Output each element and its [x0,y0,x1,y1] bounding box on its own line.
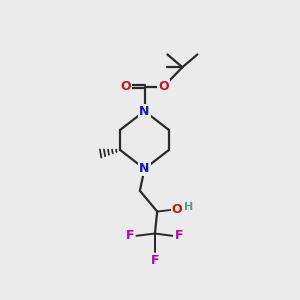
Text: O: O [158,80,169,93]
Text: N: N [139,105,150,118]
Text: F: F [126,229,134,242]
Text: O: O [120,80,131,93]
Text: F: F [175,229,183,242]
Text: F: F [151,254,159,267]
Text: O: O [172,203,182,216]
Text: N: N [139,162,150,175]
Text: H: H [184,202,193,212]
